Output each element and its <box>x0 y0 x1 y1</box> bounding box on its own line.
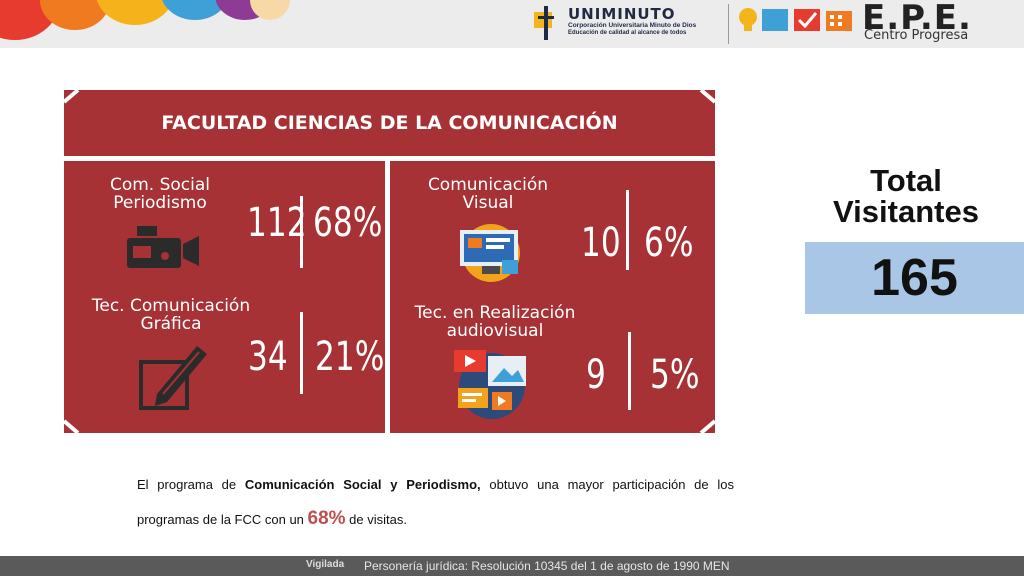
header-bar: UNIMINUTO Corporación Universitaria Minu… <box>0 0 1024 48</box>
total-visitors-value: 165 <box>871 249 958 307</box>
cell-label-com-visual: Comunicación Visual <box>418 176 558 212</box>
label-line2: Visual <box>462 193 514 213</box>
label-line2: Periodismo <box>113 193 207 213</box>
computer-design-icon <box>460 224 520 282</box>
cell-label-tec-audiovisual: Tec. en Realización audiovisual <box>400 304 590 340</box>
percent-com-visual: 6% <box>644 220 694 266</box>
count-tec-grafica: 34 <box>248 334 288 380</box>
footer-bar: Vigilada Personería jurídica: Resolución… <box>0 556 1024 576</box>
cell-separator <box>628 332 631 410</box>
para-bold: Comunicación Social y Periodismo, <box>244 477 481 492</box>
label-line1: Comunicación <box>427 175 549 195</box>
video-camera-icon <box>127 226 199 268</box>
summary-paragraph: El programa de Comunicación Social y Per… <box>137 468 734 537</box>
vigilada-badge: Vigilada <box>306 559 345 570</box>
para-text: El programa de <box>137 477 245 492</box>
epe-title: E.P.E. <box>862 0 972 38</box>
label-line1: Com. Social <box>109 175 211 195</box>
label-line2: audiovisual <box>446 321 544 341</box>
university-slogan: Educación de calidad al alcance de todos <box>568 30 687 36</box>
total-visitors-label: Total Visitantes <box>806 165 1006 227</box>
total-label-line1: Total <box>870 163 942 198</box>
percent-tec-grafica: 21% <box>315 334 385 380</box>
cell-separator <box>300 196 303 268</box>
para-text: de visitas. <box>345 512 407 527</box>
uniminuto-logo: UNIMINUTO Corporación Universitaria Minu… <box>534 4 730 44</box>
pencil-drawing-icon <box>139 346 207 410</box>
faculty-infographic: FACULTAD CIENCIAS DE LA COMUNICACIÓN Com… <box>64 90 715 433</box>
panel-title: FACULTAD CIENCIAS DE LA COMUNICACIÓN <box>161 112 618 134</box>
label-line1: Tec. Comunicación <box>91 296 251 316</box>
count-tec-audiovisual: 9 <box>586 352 606 398</box>
epe-subtitle: Centro Progresa <box>864 28 969 43</box>
cell-label-tec-grafica: Tec. Comunicación Gráfica <box>76 297 266 333</box>
lightbulb-icon <box>739 8 757 31</box>
percent-tec-audiovisual: 5% <box>650 352 700 398</box>
epe-logo-icons <box>739 8 852 31</box>
footer-legal-text: Personería jurídica: Resolución 10345 de… <box>364 559 730 573</box>
header-divider <box>728 4 729 44</box>
multimedia-icon <box>454 350 526 419</box>
screen-icon <box>762 9 788 31</box>
label-line2: Gráfica <box>140 314 202 334</box>
percent-com-social: 68% <box>313 200 383 246</box>
cell-label-com-social: Com. Social Periodismo <box>100 176 220 212</box>
decorative-circles <box>0 0 300 48</box>
building-icon <box>826 11 852 31</box>
cell-separator <box>626 190 629 270</box>
total-visitors-box: 165 <box>805 242 1024 314</box>
panel-corner-lines <box>64 90 715 433</box>
university-subtitle: Corporación Universitaria Minuto de Dios <box>568 22 697 29</box>
para-text: obtuvo una mayor participación de los pr… <box>137 477 734 527</box>
total-label-line2: Visitantes <box>833 194 979 229</box>
university-name: UNIMINUTO <box>568 5 676 23</box>
checklist-icon <box>794 9 820 31</box>
label-line1: Tec. en Realización <box>414 303 576 323</box>
count-com-social: 112 <box>247 200 307 246</box>
uniminuto-mark-icon <box>534 6 554 40</box>
count-com-visual: 10 <box>581 220 621 266</box>
cell-separator <box>300 312 303 394</box>
para-highlight: 68% <box>307 508 346 529</box>
panel-divider-vertical <box>385 156 390 433</box>
